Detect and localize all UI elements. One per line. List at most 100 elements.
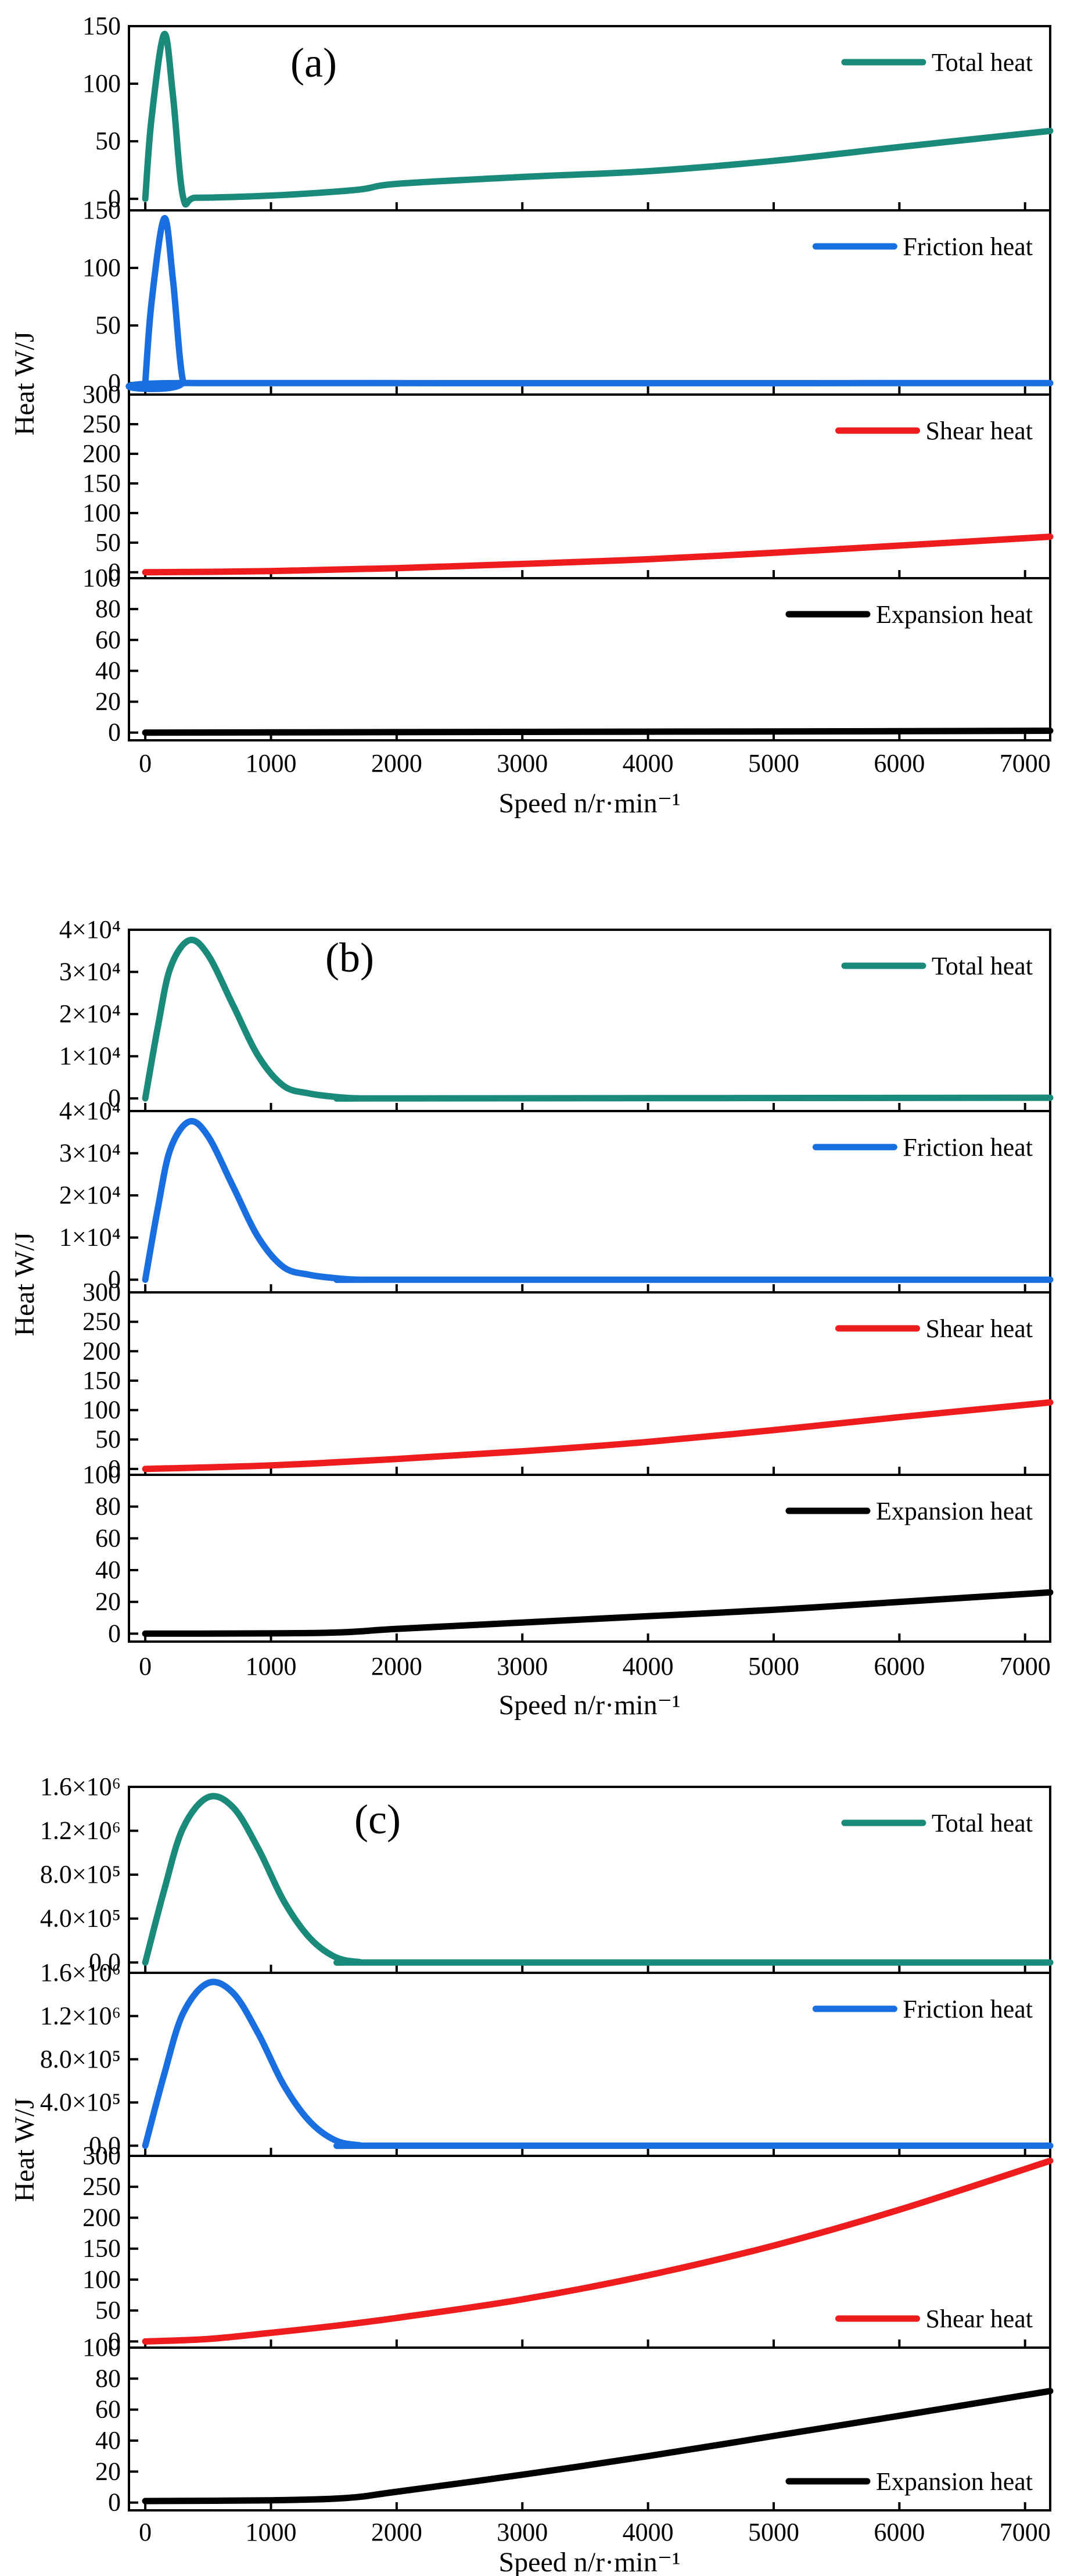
y-tick-label: 80 [95,594,121,623]
subplot-friction-heat: 0.0 4.0×10⁵ 8.0×10⁵ 1.2×10⁶ 1.6×10⁶ Friction … [40,1958,1054,2160]
y-tick-label: 150 [82,2234,121,2263]
y-tick-label: 100 [82,69,121,98]
x-tick-label: 6000 [874,1652,925,1681]
x-tick-label: 7000 [1000,1652,1051,1681]
y-tick-label: 2×10⁴ [59,1181,121,1209]
x-tick-label: 4000 [623,749,674,778]
series-line-friction-heat [142,1979,1054,2149]
series-line-total-heat [142,936,1054,1102]
y-tick-label: 0 [108,1454,121,1483]
y-tick-label: 1.2×10⁶ [40,2001,121,2030]
legend-label: Total heat [932,1809,1033,1837]
y-tick-label: 60 [95,2395,121,2424]
y-tick-label: 300 [82,380,121,409]
x-tick-label: 1000 [245,2518,296,2546]
legend-label: Shear heat [926,1314,1033,1343]
y-tick-label: 100 [82,1460,121,1489]
series-line-expansion-heat [142,2388,1054,2505]
x-tick-label: 5000 [748,1652,799,1681]
y-tick-label: 100 [82,253,121,282]
y-tick-label: 1.6×10⁶ [40,1772,121,1801]
y-tick-label: 1.6×10⁶ [40,1958,121,1987]
y-axis-label: Heat W/J [9,331,40,435]
y-tick-label: 0 [108,1084,121,1112]
y-tick-label: 250 [82,1307,121,1336]
y-tick-label: 150 [82,469,121,497]
y-tick-label: 0 [108,558,121,586]
y-tick-label: 0 [108,1619,121,1647]
plot-frame [128,393,1051,579]
y-tick-label: 3×10⁴ [59,1139,121,1167]
plot-frame [128,25,1051,212]
x-tick-label: 5000 [748,749,799,778]
y-tick-label: 100 [82,564,121,592]
plot-frame [128,1474,1051,1643]
subplot-total-heat: 0.0 4.0×10⁵ 8.0×10⁵ 1.2×10⁶ 1.6×10⁶ Total hea… [40,1772,1054,1976]
y-tick-label: 50 [95,1425,121,1453]
series-line-friction-heat [125,215,1054,392]
legend-label: Total heat [932,952,1033,980]
y-tick-label: 0 [108,718,121,747]
y-tick-label: 50 [95,2296,121,2324]
subplot-total-heat: 0 1×10⁴ 2×10⁴ 3×10⁴ 4×10⁴ Total heat [59,915,1054,1112]
y-tick-label: 4.0×10⁵ [40,2088,121,2116]
y-tick-label: 200 [82,2203,121,2231]
series-line-shear-heat [142,2158,1054,2345]
y-tick-label: 0 [108,2488,121,2517]
x-tick-label: 3000 [497,2518,548,2546]
y-tick-label: 150 [82,12,121,40]
y-tick-label: 40 [95,656,121,685]
y-tick-label: 100 [82,2265,121,2294]
y-tick-label: 60 [95,1524,121,1552]
y-axis-label: Heat W/J [9,2098,40,2202]
series-line-shear-heat [142,1399,1054,1472]
x-tick-label: 5000 [748,2518,799,2546]
y-tick-label: 80 [95,2364,121,2392]
y-tick-label: 8.0×10⁵ [40,2045,121,2073]
legend-label: Friction heat [903,232,1033,261]
legend-label: Expansion heat [876,600,1033,629]
y-tick-label: 1×10⁴ [59,1223,121,1252]
subplot-friction-heat: 0 1×10⁴ 2×10⁴ 3×10⁴ 4×10⁴ Friction heat [59,1097,1054,1294]
x-axis-label: Speed n/r·min⁻¹ [498,1690,680,1721]
y-tick-label: 20 [95,687,121,716]
y-tick-label: 300 [82,2141,121,2170]
y-tick-label: 250 [82,2172,121,2201]
legend-label: Shear heat [926,417,1033,445]
y-tick-label: 0.0 [89,2131,121,2160]
y-tick-label: 100 [82,1396,121,1424]
x-tick-label: 6000 [874,749,925,778]
y-tick-label: 250 [82,410,121,438]
y-tick-label: 20 [95,2457,121,2485]
y-tick-label: 100 [82,499,121,527]
legend-label: Total heat [932,48,1033,77]
y-tick-label: 40 [95,1556,121,1584]
x-tick-label: 2000 [371,749,422,778]
x-tick-label: 3000 [497,749,548,778]
y-tick-label: 100 [82,2333,121,2362]
series-line-total-heat [142,1793,1054,1966]
series-line-expansion-heat [142,1589,1054,1637]
legend-label: Expansion heat [876,1497,1033,1525]
y-tick-label: 150 [82,1366,121,1395]
y-tick-label: 50 [95,311,121,339]
y-tick-label: 4×10⁴ [59,1097,121,1125]
legend-label: Friction heat [903,1995,1033,2023]
y-tick-label: 150 [82,196,121,224]
legend-label: Friction heat [903,1133,1033,1162]
y-tick-label: 300 [82,1278,121,1306]
y-tick-label: 1.2×10⁶ [40,1817,121,1845]
series-line-total-heat [142,31,1054,208]
panel-2: 0.0 4.0×10⁵ 8.0×10⁵ 1.2×10⁶ 1.6×10⁶ Total hea… [9,1772,1054,2576]
panel-1: 0 1×10⁴ 2×10⁴ 3×10⁴ 4×10⁴ Total heat 0 1×10⁴ 2×1… [9,915,1054,1721]
y-tick-label: 60 [95,625,121,654]
x-tick-label: 6000 [874,2518,925,2546]
y-tick-label: 0 [108,1265,121,1294]
series-line-friction-heat [142,1117,1054,1283]
